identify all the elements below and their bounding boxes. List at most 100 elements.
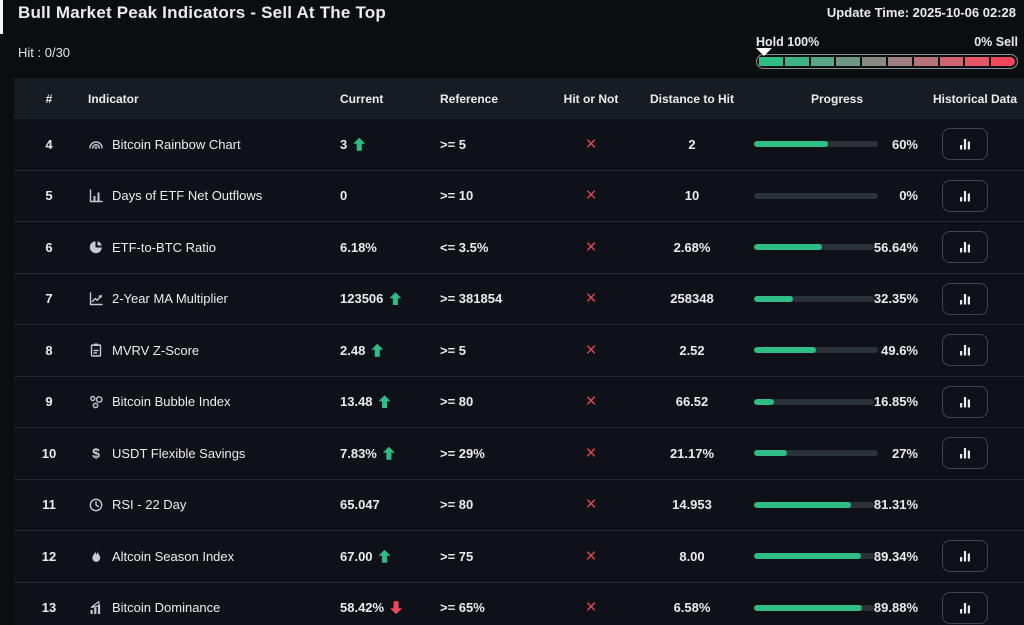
gauge-segment <box>887 57 912 66</box>
table-row: 12 Altcoin Season Index 67.00 >= 75 × 8.… <box>14 531 1024 583</box>
history-button[interactable] <box>942 385 988 418</box>
table-row: 5 Days of ETF Net Outflows 0 >= 10 × 10 … <box>14 170 1024 222</box>
table-row: 8 MVRV Z-Score 2.48 >= 5 × 2.52 49.6% <box>14 325 1024 377</box>
histogram-icon <box>957 394 973 410</box>
indicator-name: Bitcoin Dominance <box>112 600 221 616</box>
current-value: 65.047 <box>340 497 380 513</box>
progress-percent: 56.64% <box>873 239 918 255</box>
header-hit-or-not: Hit or Not <box>563 91 619 106</box>
indicator-name: Bitcoin Rainbow Chart <box>112 136 241 152</box>
clipboard-icon <box>88 342 104 358</box>
history-button[interactable] <box>942 437 988 470</box>
reference-value: >= 80 <box>440 497 474 513</box>
reference-value: >= 65% <box>440 600 485 616</box>
reference-value: >= 5 <box>440 136 467 152</box>
trend-up-arrow-icon <box>389 292 402 306</box>
reference-value: >= 10 <box>440 188 474 204</box>
progress-bar <box>754 501 874 508</box>
table-row: 4 Bitcoin Rainbow Chart 3 >= 5 × 2 60% <box>14 119 1024 171</box>
progress-fill <box>754 553 862 560</box>
progress-fill <box>754 244 822 251</box>
progress-bar <box>754 347 878 354</box>
dollar-icon: $ <box>92 445 100 462</box>
progress-bar <box>754 295 874 302</box>
indicator-name: 2-Year MA Multiplier <box>112 291 228 307</box>
progress-percent: 16.85% <box>873 394 918 410</box>
current-value: 7.83% <box>340 445 377 461</box>
current-value: 0 <box>340 188 348 204</box>
trend-up-arrow-icon <box>382 446 395 460</box>
header-historical-data: Historical Data <box>932 91 1018 106</box>
header-progress: Progress <box>810 91 864 106</box>
progress-percent: 27% <box>891 445 918 461</box>
gauge-segment <box>862 57 886 66</box>
row-number: 8 <box>45 342 53 358</box>
indicator-name: Altcoin Season Index <box>112 548 235 564</box>
not-hit-x-icon: × <box>585 133 597 155</box>
progress-bar <box>754 192 878 199</box>
current-value: 6.18% <box>340 239 377 255</box>
gauge-segment <box>939 57 964 66</box>
not-hit-x-icon: × <box>585 236 597 258</box>
pie-chart-icon <box>88 239 104 255</box>
history-button[interactable] <box>942 231 988 264</box>
history-button[interactable] <box>942 334 988 367</box>
gauge-segment <box>784 57 809 66</box>
current-value: 3 <box>340 136 348 152</box>
histogram-icon <box>957 600 973 616</box>
clock-icon <box>88 497 104 513</box>
gauge-segment <box>913 57 938 66</box>
gauge-segment <box>836 57 861 66</box>
table-row: 6 ETF-to-BTC Ratio 6.18% <= 3.5% × 2.68%… <box>14 222 1024 274</box>
not-hit-x-icon: × <box>585 391 597 413</box>
row-number: 10 <box>41 445 57 461</box>
table-row: 13 Bitcoin Dominance 58.42% >= 65% × 6.5… <box>14 582 1024 625</box>
reference-value: <= 3.5% <box>440 239 489 255</box>
histogram-icon <box>957 136 973 152</box>
histogram-icon <box>957 239 973 255</box>
not-hit-x-icon: × <box>585 442 597 464</box>
current-value: 58.42% <box>340 600 385 616</box>
row-number: 6 <box>45 239 53 255</box>
not-hit-x-icon: × <box>585 494 597 516</box>
reference-value: >= 5 <box>440 342 467 358</box>
history-button[interactable] <box>942 540 988 573</box>
trend-up-arrow-icon <box>353 137 366 151</box>
progress-fill <box>754 141 829 148</box>
not-hit-x-icon: × <box>585 288 597 310</box>
progress-bar <box>754 398 874 405</box>
top-bar: Bull Market Peak Indicators - Sell At Th… <box>0 0 1024 78</box>
history-button[interactable] <box>942 128 988 161</box>
row-number: 13 <box>41 600 57 616</box>
progress-bar <box>754 141 878 148</box>
history-button[interactable] <box>942 591 988 624</box>
gauge-marker-icon <box>756 48 772 56</box>
progress-percent: 89.34% <box>873 548 918 564</box>
header-current: Current <box>340 91 384 106</box>
sell-label: 0% Sell <box>974 35 1018 49</box>
indicator-name: RSI - 22 Day <box>112 497 187 513</box>
not-hit-x-icon: × <box>585 545 597 567</box>
bar-chart-axis-icon <box>88 188 104 204</box>
left-edge-scroll-indicator <box>0 0 3 34</box>
reference-value: >= 29% <box>440 445 485 461</box>
reference-value: >= 75 <box>440 548 474 564</box>
row-number: 4 <box>45 136 53 152</box>
table-row: 7 2-Year MA Multiplier 123506 >= 381854 … <box>14 273 1024 325</box>
histogram-icon <box>957 291 973 307</box>
header-reference: Reference <box>440 91 499 106</box>
progress-bar <box>754 553 874 560</box>
row-number: 12 <box>41 548 57 564</box>
header-distance: Distance to Hit <box>649 91 734 106</box>
row-number: 11 <box>42 497 56 513</box>
gauge-segment <box>759 57 783 66</box>
history-button[interactable] <box>942 179 988 212</box>
table-body: 4 Bitcoin Rainbow Chart 3 >= 5 × 2 60% 5… <box>14 119 1024 625</box>
history-button[interactable] <box>942 282 988 315</box>
reference-value: >= 80 <box>440 394 474 410</box>
trend-up-arrow-icon <box>371 343 384 357</box>
progress-percent: 0% <box>899 188 918 204</box>
indicator-name: ETF-to-BTC Ratio <box>112 239 217 255</box>
histogram-icon <box>957 342 973 358</box>
reference-value: >= 381854 <box>440 291 503 307</box>
